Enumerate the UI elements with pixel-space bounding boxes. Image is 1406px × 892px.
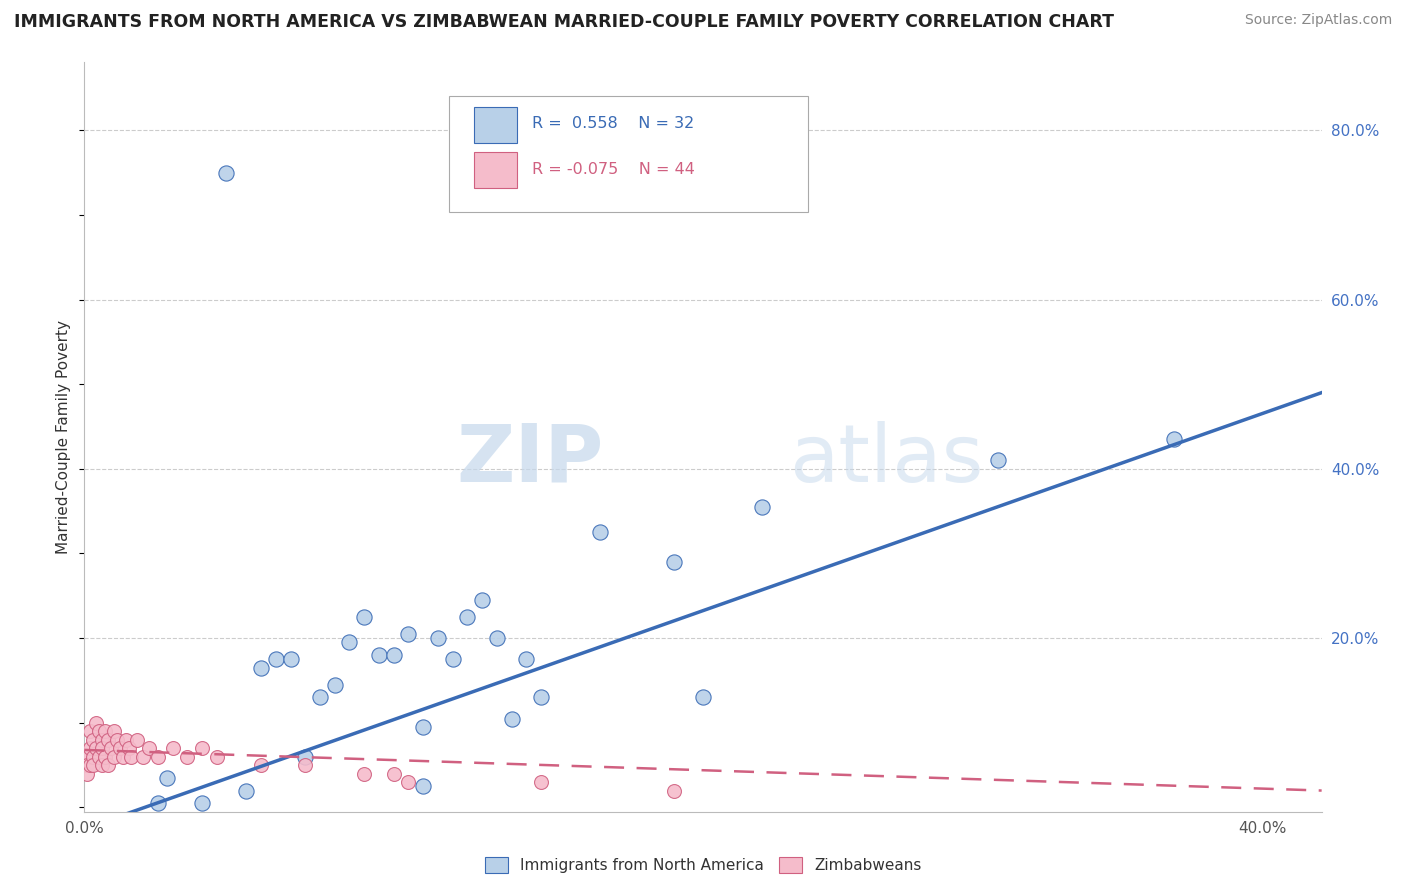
Point (191, 797, 214, 811)
Point (396, 627, 419, 641)
Point (91, 758, 114, 772)
Point (79, 741, 101, 756)
Point (82, 758, 104, 772)
Point (501, 712, 523, 726)
Point (91, 741, 114, 756)
Point (94, 724, 117, 739)
Point (323, 678, 346, 692)
Point (662, 555, 685, 569)
Point (87, 724, 110, 739)
Point (121, 749, 143, 764)
Point (108, 741, 131, 756)
Text: atlas: atlas (790, 420, 984, 499)
Point (76, 758, 98, 772)
Point (138, 741, 160, 756)
FancyBboxPatch shape (474, 107, 517, 144)
Point (589, 525, 612, 540)
Point (100, 741, 122, 756)
Point (530, 690, 553, 705)
Point (353, 610, 375, 624)
Point (1163, 432, 1185, 446)
Point (79, 758, 101, 772)
Text: ZIP: ZIP (457, 420, 605, 499)
Point (82, 732, 104, 747)
Point (146, 749, 169, 764)
Point (309, 690, 332, 705)
Point (84, 741, 107, 756)
Point (515, 652, 537, 666)
FancyBboxPatch shape (450, 96, 808, 212)
Point (412, 720, 434, 734)
Point (382, 648, 405, 662)
Point (156, 771, 179, 785)
Point (117, 741, 139, 756)
Point (111, 749, 134, 764)
Point (368, 648, 391, 662)
Legend: Immigrants from North America, Zimbabweans: Immigrants from North America, Zimbabwea… (478, 851, 928, 879)
Point (215, 165, 238, 179)
Point (235, 783, 257, 797)
Point (662, 783, 685, 797)
Point (751, 500, 773, 514)
Point (127, 732, 149, 747)
Point (412, 780, 434, 794)
Point (353, 766, 375, 780)
Point (103, 749, 125, 764)
Point (91, 732, 114, 747)
Point (132, 749, 155, 764)
Point (456, 610, 478, 624)
Point (97, 758, 120, 772)
Point (441, 652, 464, 666)
Point (339, 635, 361, 649)
Text: R = -0.075    N = 44: R = -0.075 N = 44 (533, 162, 695, 178)
Point (530, 775, 553, 789)
Point (84, 715, 107, 730)
Point (250, 661, 273, 675)
Text: R =  0.558    N = 32: R = 0.558 N = 32 (533, 116, 695, 131)
Point (426, 631, 449, 645)
Point (176, 749, 198, 764)
FancyBboxPatch shape (474, 153, 517, 188)
Point (264, 652, 287, 666)
Point (987, 453, 1010, 467)
Text: IMMIGRANTS FROM NORTH AMERICA VS ZIMBABWEAN MARRIED-COUPLE FAMILY POVERTY CORREL: IMMIGRANTS FROM NORTH AMERICA VS ZIMBABW… (14, 13, 1114, 31)
Point (205, 749, 228, 764)
Point (76, 766, 98, 780)
Point (250, 758, 273, 772)
Point (87, 749, 110, 764)
Point (280, 652, 302, 666)
Point (82, 749, 104, 764)
Point (146, 797, 169, 811)
Point (191, 741, 214, 756)
Point (382, 766, 405, 780)
Text: Source: ZipAtlas.com: Source: ZipAtlas.com (1244, 13, 1392, 28)
Point (692, 690, 714, 705)
Point (294, 758, 316, 772)
Point (97, 732, 120, 747)
Point (79, 724, 101, 739)
Point (471, 593, 494, 607)
Point (76, 749, 98, 764)
Point (485, 631, 508, 645)
Point (294, 749, 316, 764)
Point (162, 741, 184, 756)
Point (94, 749, 117, 764)
Y-axis label: Married-Couple Family Poverty: Married-Couple Family Poverty (56, 320, 72, 554)
Point (114, 732, 136, 747)
Point (105, 732, 128, 747)
Point (103, 724, 125, 739)
Point (396, 775, 419, 789)
